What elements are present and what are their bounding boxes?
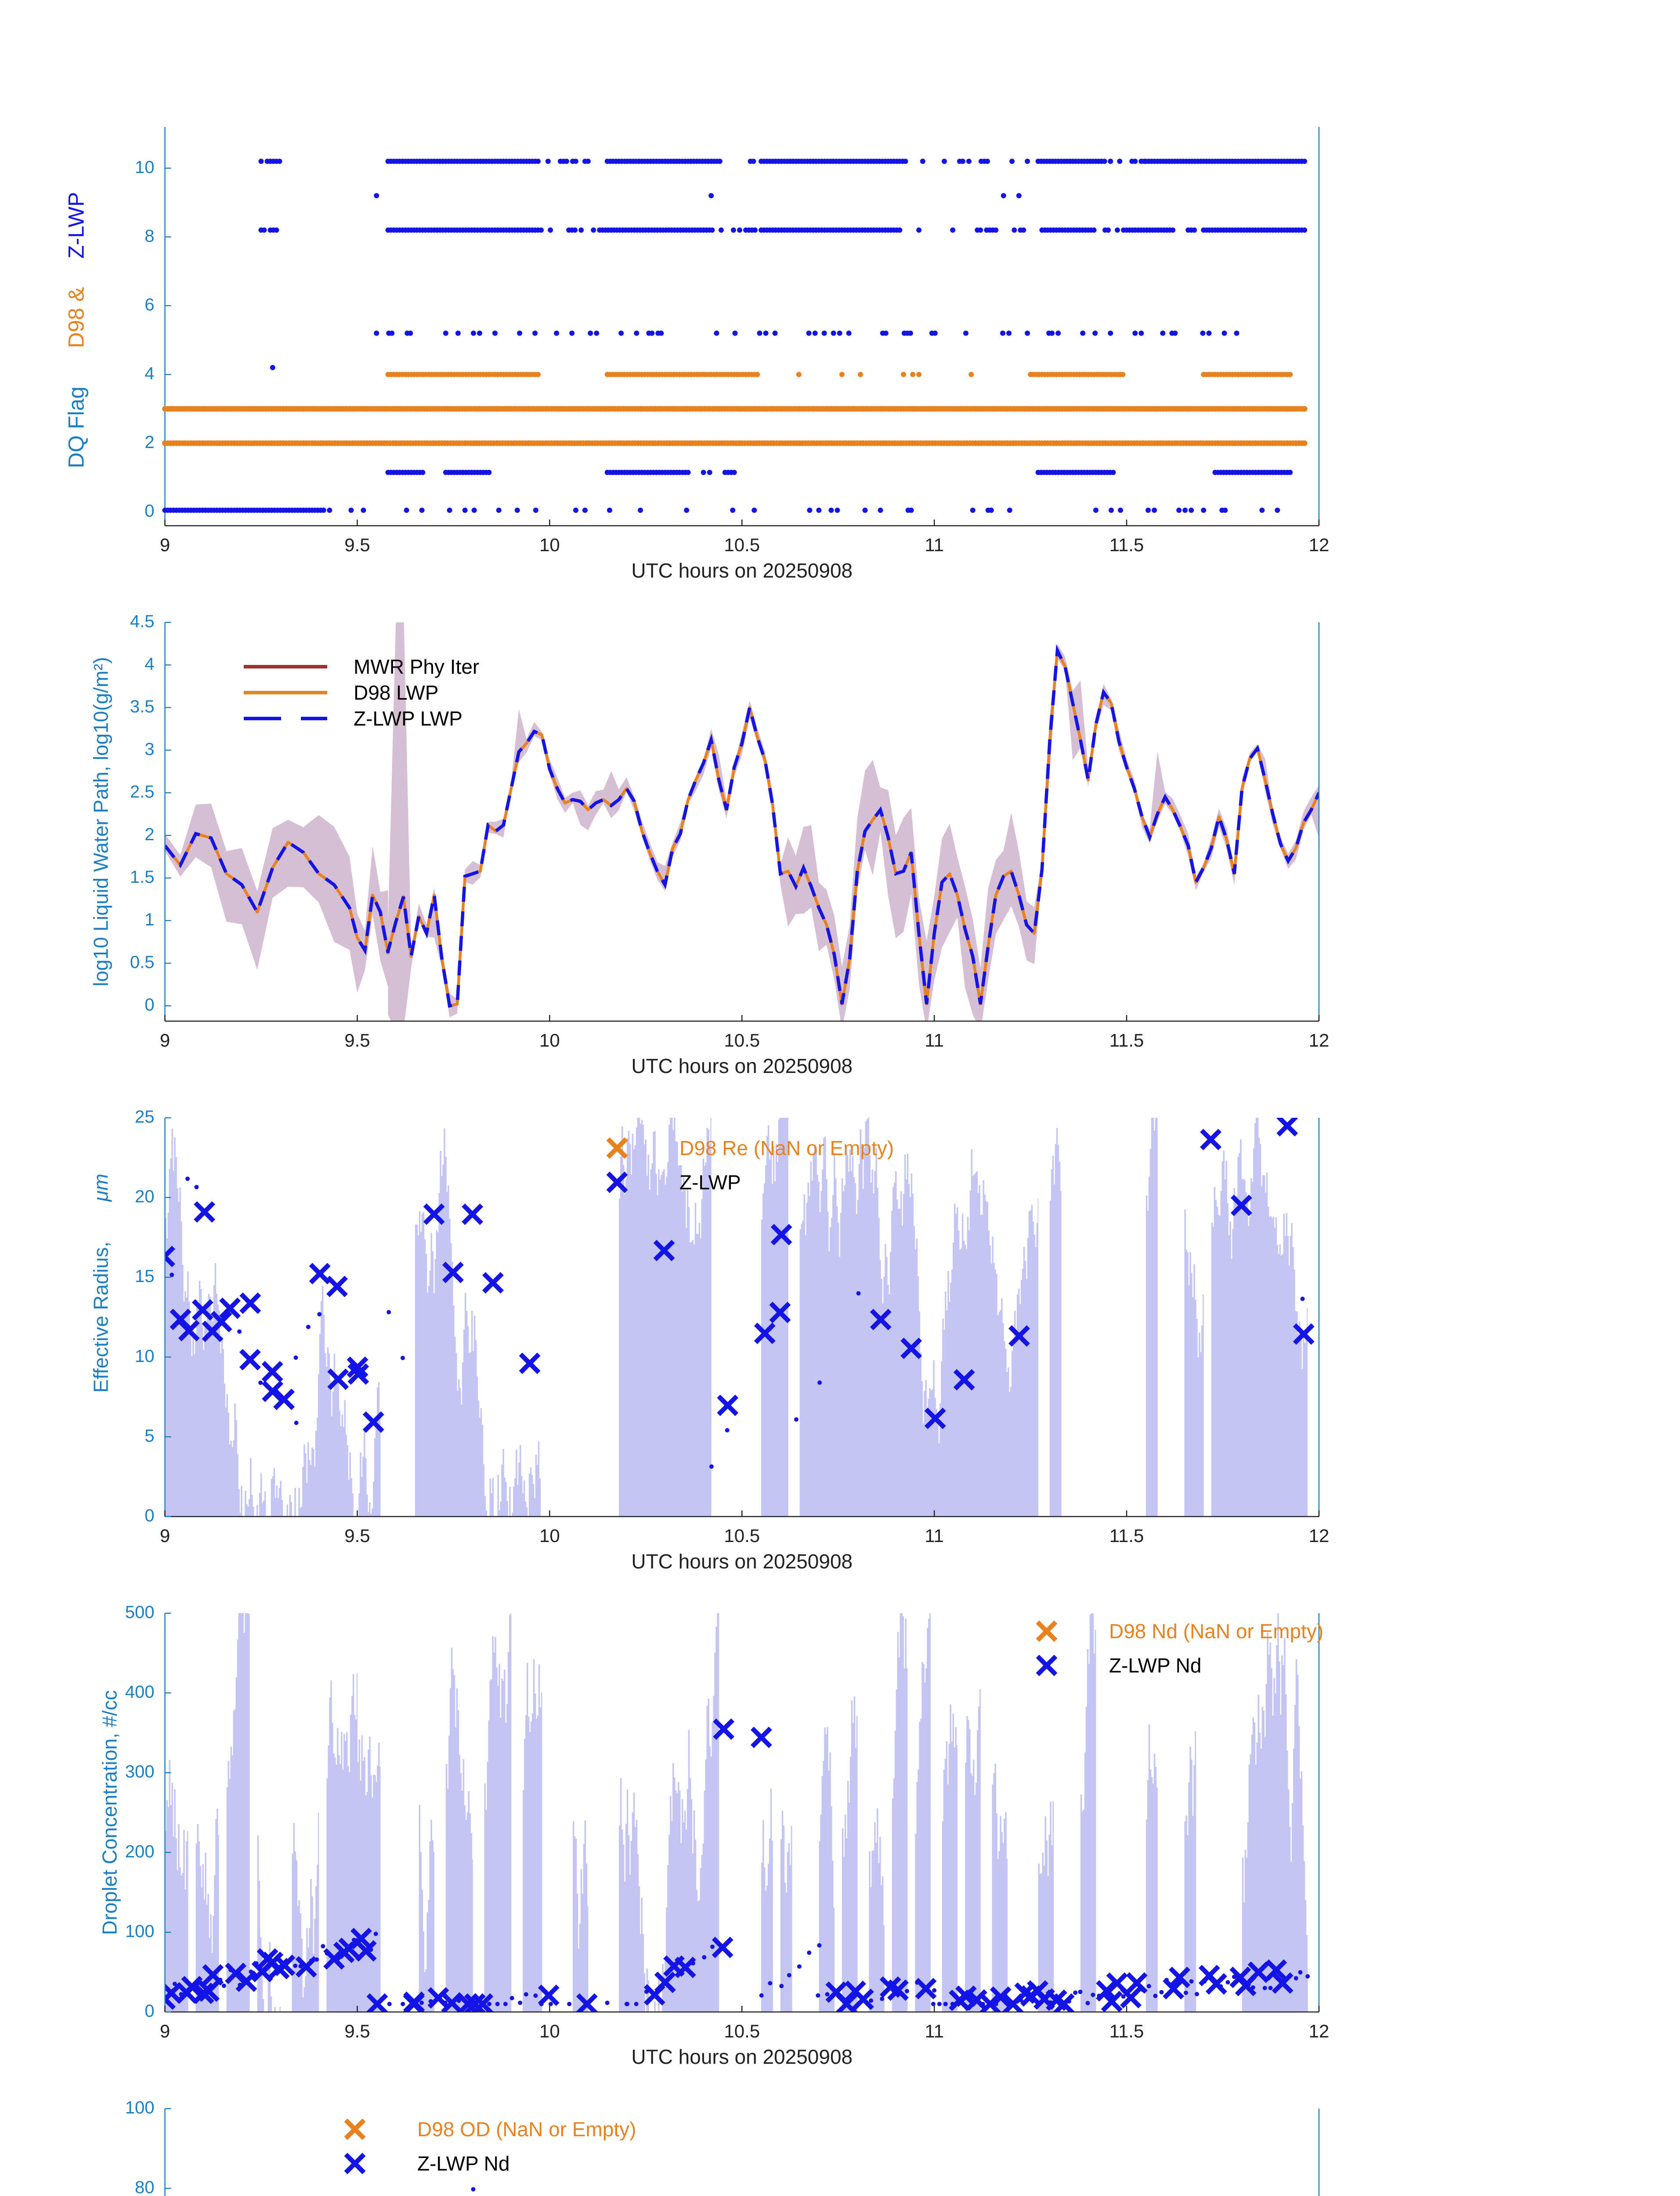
svg-text:10.5: 10.5 bbox=[724, 1030, 760, 1051]
svg-text:400: 400 bbox=[125, 1683, 155, 1702]
svg-text:11: 11 bbox=[925, 1525, 944, 1546]
svg-text:10.5: 10.5 bbox=[724, 2021, 760, 2041]
svg-text:9: 9 bbox=[160, 2021, 170, 2041]
svg-text:4: 4 bbox=[145, 364, 154, 383]
svg-text:0: 0 bbox=[145, 2001, 154, 2021]
svg-text:11.5: 11.5 bbox=[1109, 1525, 1144, 1546]
svg-text:1: 1 bbox=[145, 910, 154, 929]
svg-text:4.5: 4.5 bbox=[130, 612, 155, 631]
svg-text:100: 100 bbox=[125, 1922, 155, 1941]
svg-text:9.5: 9.5 bbox=[344, 1030, 370, 1051]
svg-text:Z-LWP LWP: Z-LWP LWP bbox=[354, 707, 462, 730]
svg-text:12: 12 bbox=[1309, 1030, 1330, 1051]
svg-text:9.5: 9.5 bbox=[344, 535, 370, 555]
svg-text:12: 12 bbox=[1309, 535, 1330, 555]
svg-text:9.5: 9.5 bbox=[344, 2021, 370, 2041]
svg-text:UTC hours on 20250908: UTC hours on 20250908 bbox=[631, 1055, 853, 1077]
svg-text:11.5: 11.5 bbox=[1109, 535, 1144, 555]
svg-text:2: 2 bbox=[145, 433, 154, 452]
svg-text:10.5: 10.5 bbox=[724, 1525, 760, 1546]
svg-text:0: 0 bbox=[145, 502, 154, 521]
svg-text:25: 25 bbox=[135, 1107, 155, 1127]
svg-text:10.5: 10.5 bbox=[724, 535, 760, 555]
svg-text:11: 11 bbox=[925, 535, 944, 555]
svg-text:10: 10 bbox=[539, 1525, 560, 1546]
svg-text:2: 2 bbox=[145, 825, 154, 844]
svg-text:Z-LWP: Z-LWP bbox=[679, 1171, 741, 1194]
svg-text:9: 9 bbox=[160, 535, 170, 555]
svg-text:0: 0 bbox=[145, 1506, 154, 1525]
svg-text:D98 OD (NaN or Empty): D98 OD (NaN or Empty) bbox=[417, 2118, 636, 2141]
svg-text:200: 200 bbox=[125, 1842, 155, 1861]
svg-text:10: 10 bbox=[539, 2021, 560, 2041]
svg-text:11.5: 11.5 bbox=[1109, 2021, 1144, 2041]
svg-text:20: 20 bbox=[135, 1187, 155, 1206]
svg-text:300: 300 bbox=[125, 1762, 155, 1781]
svg-text:2.5: 2.5 bbox=[130, 782, 155, 802]
svg-text:0: 0 bbox=[145, 995, 154, 1015]
svg-text:80: 80 bbox=[135, 2178, 155, 2196]
svg-text:8: 8 bbox=[145, 226, 154, 246]
svg-text:15: 15 bbox=[135, 1267, 155, 1286]
svg-text:μm: μm bbox=[90, 1174, 112, 1202]
svg-text:500: 500 bbox=[125, 1603, 155, 1622]
svg-text:4: 4 bbox=[145, 654, 154, 674]
svg-text:Z-LWP Nd: Z-LWP Nd bbox=[1109, 1654, 1201, 1677]
svg-text:9: 9 bbox=[160, 1030, 170, 1051]
svg-text:9.5: 9.5 bbox=[344, 1525, 370, 1546]
svg-text:11: 11 bbox=[925, 2021, 944, 2041]
svg-text:6: 6 bbox=[145, 295, 154, 314]
svg-text:12: 12 bbox=[1309, 2021, 1330, 2041]
svg-text:log10 Liquid Water Path, log10: log10 Liquid Water Path, log10(g/m²) bbox=[90, 657, 112, 986]
svg-text:10: 10 bbox=[539, 1030, 560, 1051]
svg-text:D98 LWP: D98 LWP bbox=[354, 681, 438, 704]
svg-text:10: 10 bbox=[135, 1347, 155, 1366]
svg-text:D98 Re (NaN or Empty): D98 Re (NaN or Empty) bbox=[679, 1137, 894, 1159]
svg-text:5: 5 bbox=[145, 1426, 154, 1445]
svg-text:UTC hours on 20250908: UTC hours on 20250908 bbox=[631, 1550, 853, 1573]
svg-text:D98 &: D98 & bbox=[64, 287, 89, 348]
svg-text:Z-LWP Nd: Z-LWP Nd bbox=[417, 2152, 509, 2175]
svg-text:100: 100 bbox=[125, 2098, 155, 2117]
svg-text:D98 Nd (NaN or Empty): D98 Nd (NaN or Empty) bbox=[1109, 1620, 1323, 1643]
svg-text:11: 11 bbox=[925, 1030, 944, 1051]
svg-text:10: 10 bbox=[135, 158, 155, 177]
svg-text:1.5: 1.5 bbox=[130, 867, 155, 887]
svg-text:UTC hours on 20250908: UTC hours on 20250908 bbox=[631, 559, 853, 582]
svg-text:Droplet Concentration, #/cc: Droplet Concentration, #/cc bbox=[98, 1690, 121, 1935]
svg-text:Z-LWP: Z-LWP bbox=[64, 192, 89, 259]
svg-text:12: 12 bbox=[1309, 1525, 1330, 1546]
svg-text:UTC hours on 20250908: UTC hours on 20250908 bbox=[631, 2045, 853, 2068]
svg-text:DQ Flag: DQ Flag bbox=[64, 386, 89, 468]
svg-text:10: 10 bbox=[539, 535, 560, 555]
svg-text:0.5: 0.5 bbox=[130, 953, 155, 972]
svg-text:Effective Radius,: Effective Radius, bbox=[90, 1242, 112, 1393]
svg-text:3.5: 3.5 bbox=[130, 697, 155, 716]
svg-text:11.5: 11.5 bbox=[1109, 1030, 1144, 1051]
svg-text:3: 3 bbox=[145, 740, 154, 759]
svg-text:MWR Phy Iter: MWR Phy Iter bbox=[354, 655, 479, 678]
svg-text:9: 9 bbox=[160, 1525, 170, 1546]
